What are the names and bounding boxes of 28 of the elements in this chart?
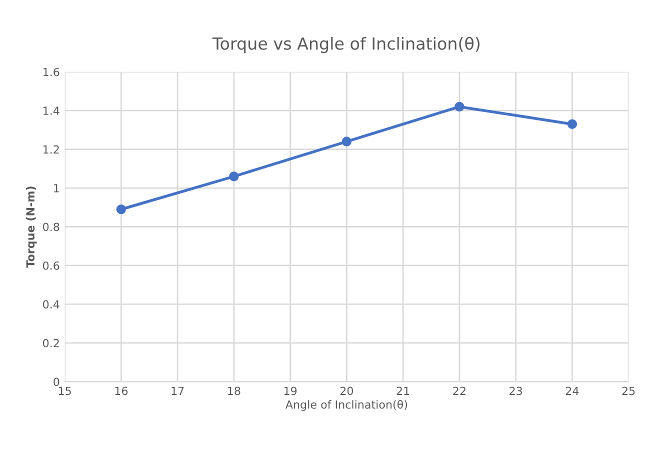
y-tick-label: 0.4 (43, 300, 60, 309)
point (116, 204, 126, 214)
x-tick-label: 23 (510, 386, 522, 396)
x-tick-label: 21 (396, 386, 410, 395)
x-axis-title: Angle of Inclination(θ) (285, 400, 408, 411)
x-tick-label: 19 (284, 386, 297, 396)
x-tick-label: 25 (622, 386, 635, 396)
y-tick-label: 1.2 (43, 145, 59, 154)
x-tick-label: 20 (340, 386, 354, 396)
y-tick-label: 1.4 (43, 106, 60, 115)
x-tick-label: 17 (172, 386, 184, 395)
chart-title: Torque vs Angle of Inclination(θ) (212, 36, 480, 54)
y-tick-label: 0.2 (43, 338, 59, 348)
x-tick-label: 18 (228, 386, 240, 396)
x-tick-label: 16 (115, 386, 128, 396)
point (342, 136, 352, 146)
point (454, 102, 464, 112)
y-tick-label: 1.6 (43, 68, 60, 76)
y-axis-title: Torque (N-m) (26, 186, 37, 268)
point (567, 119, 578, 129)
y-tick-label: 0.6 (43, 261, 60, 270)
x-tick-label: 15 (58, 386, 71, 396)
y-tick-label: 1 (54, 184, 59, 192)
y-tick-label: 0.8 (43, 222, 60, 232)
y-tick-label: 0 (54, 378, 60, 386)
x-tick-label: 24 (566, 386, 579, 395)
point (229, 172, 239, 182)
x-tick-label: 22 (453, 386, 466, 395)
